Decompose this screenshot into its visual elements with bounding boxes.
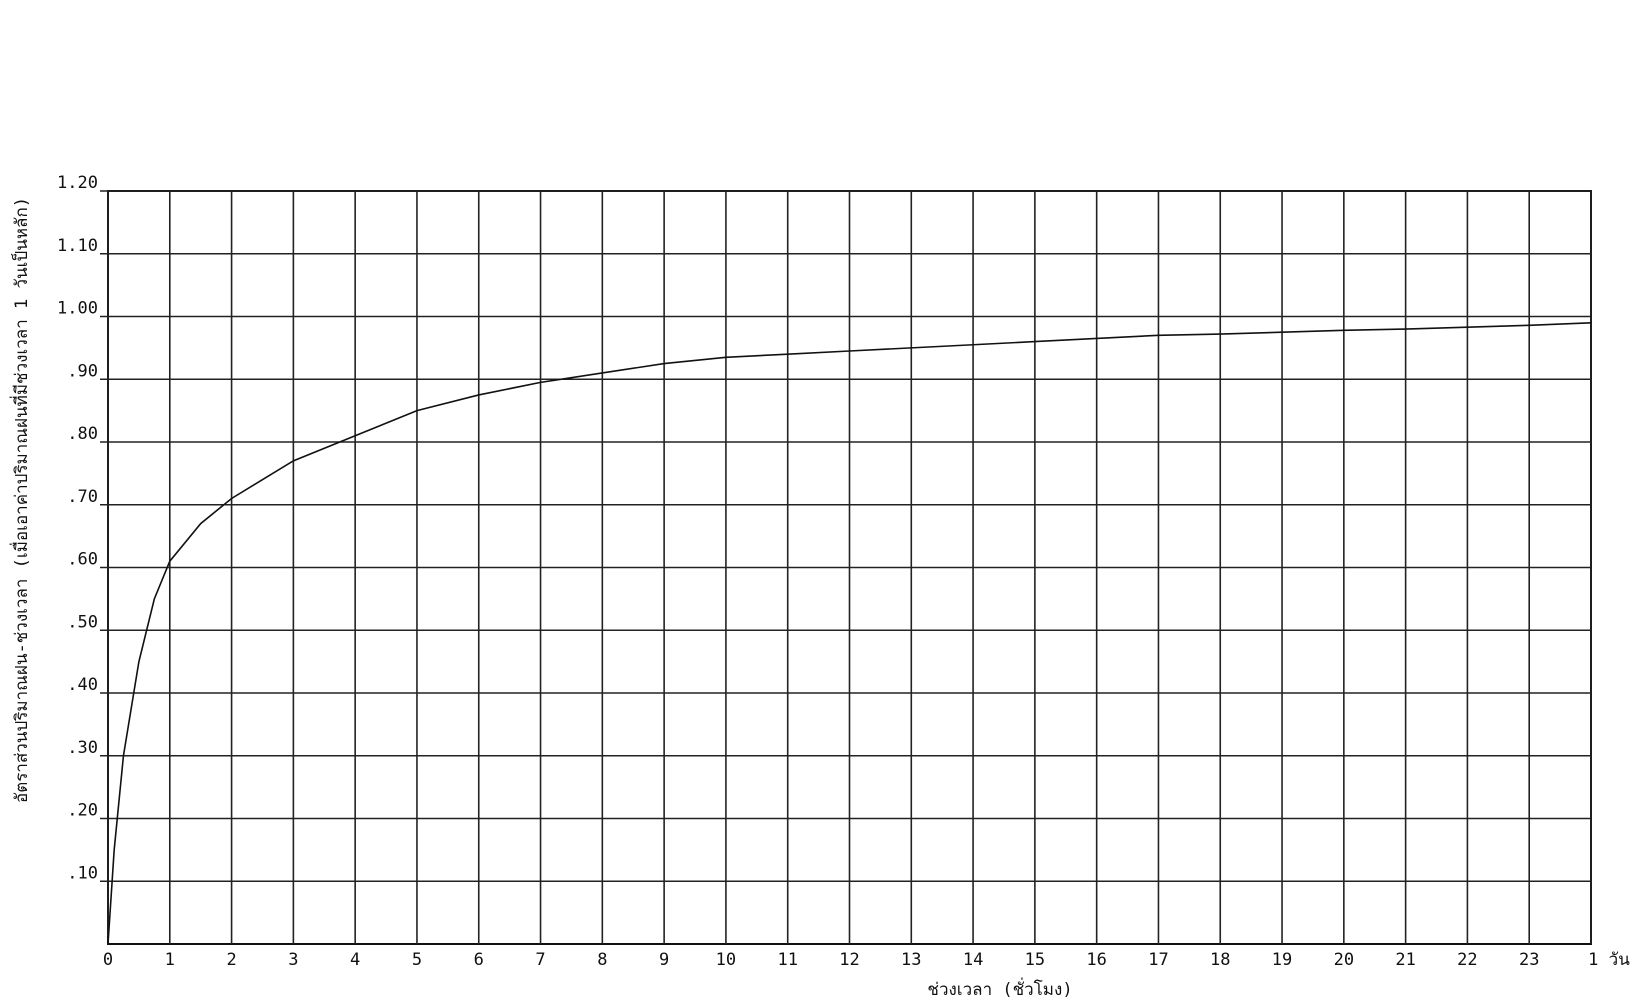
y-tick-label: .30 [67,738,98,758]
data-line [107,321,1592,945]
x-tick-label: 13 [901,950,921,970]
y-tick-label: .60 [67,550,98,570]
x-tick-label: 4 [350,950,360,970]
x-tick-label: 1 [165,950,175,970]
x-tick-label: 22 [1457,950,1477,970]
y-tick-label: .50 [67,612,98,632]
x-tick-label: 20 [1334,950,1354,970]
x-axis-label: ช่วงเวลา (ชั่วโมง) [927,977,1072,1000]
x-tick-label: 17 [1148,950,1168,970]
x-tick-label: 3 [288,950,298,970]
y-axis-label: อัตราส่วนปริมาณฝน-ช่วงเวลา (เมื่อเอาค่าป… [9,197,32,803]
x-tick-label: 11 [777,950,797,970]
x-tick-label: 6 [474,950,484,970]
y-tick-label: .40 [67,675,98,695]
x-tick-label: 2 [226,950,236,970]
y-tick-label: .90 [67,361,98,381]
x-tick-label: 8 [597,950,607,970]
y-tick-label: .10 [67,863,98,883]
x-tick-label: 16 [1086,950,1106,970]
x-tick-label: 1 วัน [1588,950,1630,970]
x-tick-label: 14 [963,950,983,970]
x-tick-label: 21 [1395,950,1415,970]
x-tick-label: 23 [1519,950,1539,970]
x-tick-label: 15 [1025,950,1045,970]
y-tick-label: .20 [67,801,98,821]
y-tick-label: 1.20 [57,173,98,193]
x-tick-label: 9 [659,950,669,970]
y-tick-label: 1.10 [57,236,98,256]
y-tick-label: .80 [67,424,98,444]
y-tick-label: .70 [67,487,98,507]
x-tick-label: 7 [535,950,545,970]
x-tick-label: 12 [839,950,859,970]
x-tick-label: 5 [412,950,422,970]
x-tick-label: 0 [103,950,113,970]
x-tick-label: 18 [1210,950,1230,970]
x-tick-label: 19 [1272,950,1292,970]
x-tick-label: 10 [716,950,736,970]
y-tick-label: 1.00 [57,299,98,319]
